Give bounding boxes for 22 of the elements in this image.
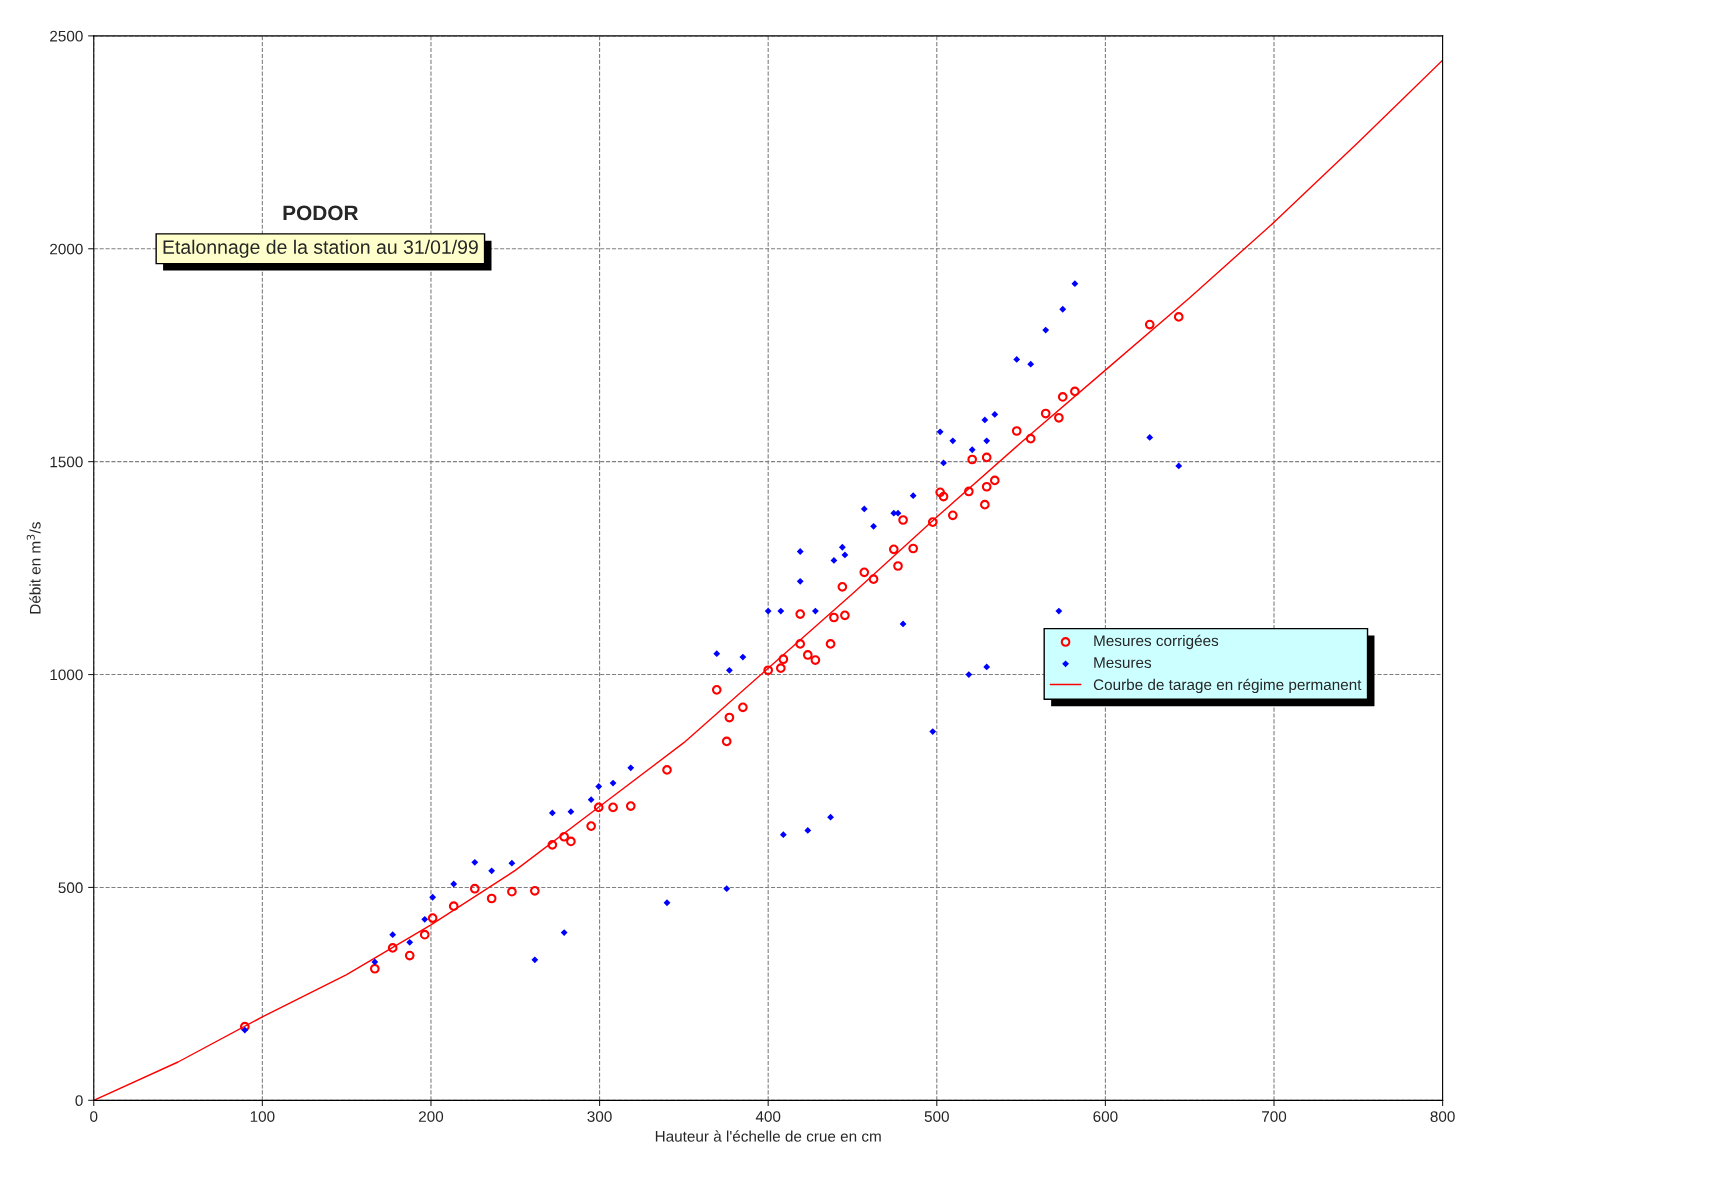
text: PODOR [283, 205, 359, 221]
y-axis-title: Débit en m$^{3}$/s [26, 522, 41, 614]
text: Etalonnage de la station au 31/01/99 [163, 239, 478, 258]
y-tick-label: 500 [58, 882, 83, 894]
legend-label: Courbe de tarage en régime permanent [1093, 678, 1362, 694]
legend-label: Mesures corrigées [1094, 634, 1219, 650]
x-tick-label: 200 [418, 1111, 444, 1122]
x-axis-title: Hauteur à l'échelle de crue en cm [655, 1130, 881, 1142]
y-tick-label: 1000 [50, 669, 83, 681]
x-tick-label: 400 [755, 1111, 781, 1122]
x-tick-label: 700 [1262, 1111, 1287, 1122]
x-tick-label: 800 [1430, 1111, 1455, 1122]
y-tick-label: 2000 [50, 243, 83, 255]
legend-label: Mesures [1094, 657, 1152, 668]
x-tick-label: 500 [924, 1111, 949, 1122]
y-tick-label: 2500 [50, 30, 83, 42]
x-tick-label: 600 [1093, 1111, 1118, 1122]
y-tick-label: 1500 [50, 456, 83, 468]
x-tick-label: 0 [90, 1111, 98, 1122]
y-tick-label: 0 [75, 1095, 83, 1107]
x-tick-label: 300 [587, 1111, 612, 1122]
x-tick-label: 100 [250, 1111, 275, 1122]
